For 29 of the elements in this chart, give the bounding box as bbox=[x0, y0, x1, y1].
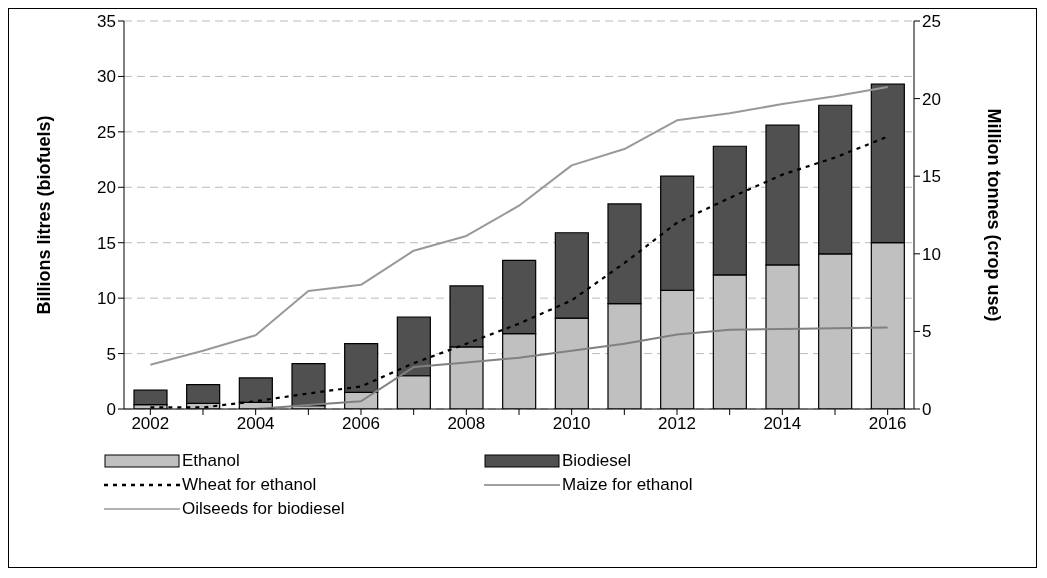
y2-tick-label: 20 bbox=[922, 89, 941, 109]
y2-tick-label: 5 bbox=[922, 322, 932, 342]
legend-label: Biodiesel bbox=[562, 451, 631, 471]
y-tick-label: 30 bbox=[97, 67, 116, 87]
y2-tick-label: 0 bbox=[922, 400, 932, 420]
x-tick-label: 2002 bbox=[131, 414, 170, 434]
x-tick-label: 2010 bbox=[552, 414, 591, 434]
y2-axis-title: Million tonnes (crop use) bbox=[983, 108, 1004, 322]
legend-label: Maize for ethanol bbox=[562, 475, 693, 495]
y-axis-title: Billions litres (biofuels) bbox=[34, 115, 55, 315]
legend-label: Oilseeds for biodiesel bbox=[182, 499, 345, 519]
y-tick-label: 35 bbox=[97, 12, 116, 32]
legend-label: Wheat for ethanol bbox=[182, 475, 317, 495]
y-tick-label: 15 bbox=[97, 233, 116, 253]
x-tick-label: 2008 bbox=[447, 414, 486, 434]
y-tick-label: 20 bbox=[97, 178, 116, 198]
legend-label: Ethanol bbox=[182, 451, 240, 471]
y-tick-label: 25 bbox=[97, 122, 116, 142]
y-tick-label: 5 bbox=[106, 344, 116, 364]
y-tick-label: 0 bbox=[106, 400, 116, 420]
x-tick-label: 2004 bbox=[236, 414, 275, 434]
y2-tick-label: 15 bbox=[922, 167, 941, 187]
x-tick-label: 2012 bbox=[658, 414, 696, 434]
x-tick-label: 2006 bbox=[342, 414, 380, 434]
y2-tick-label: 10 bbox=[922, 244, 941, 264]
y2-tick-label: 25 bbox=[922, 12, 941, 32]
x-tick-label: 2014 bbox=[763, 414, 802, 434]
y-tick-label: 10 bbox=[97, 289, 116, 309]
x-tick-label: 2016 bbox=[868, 414, 907, 434]
